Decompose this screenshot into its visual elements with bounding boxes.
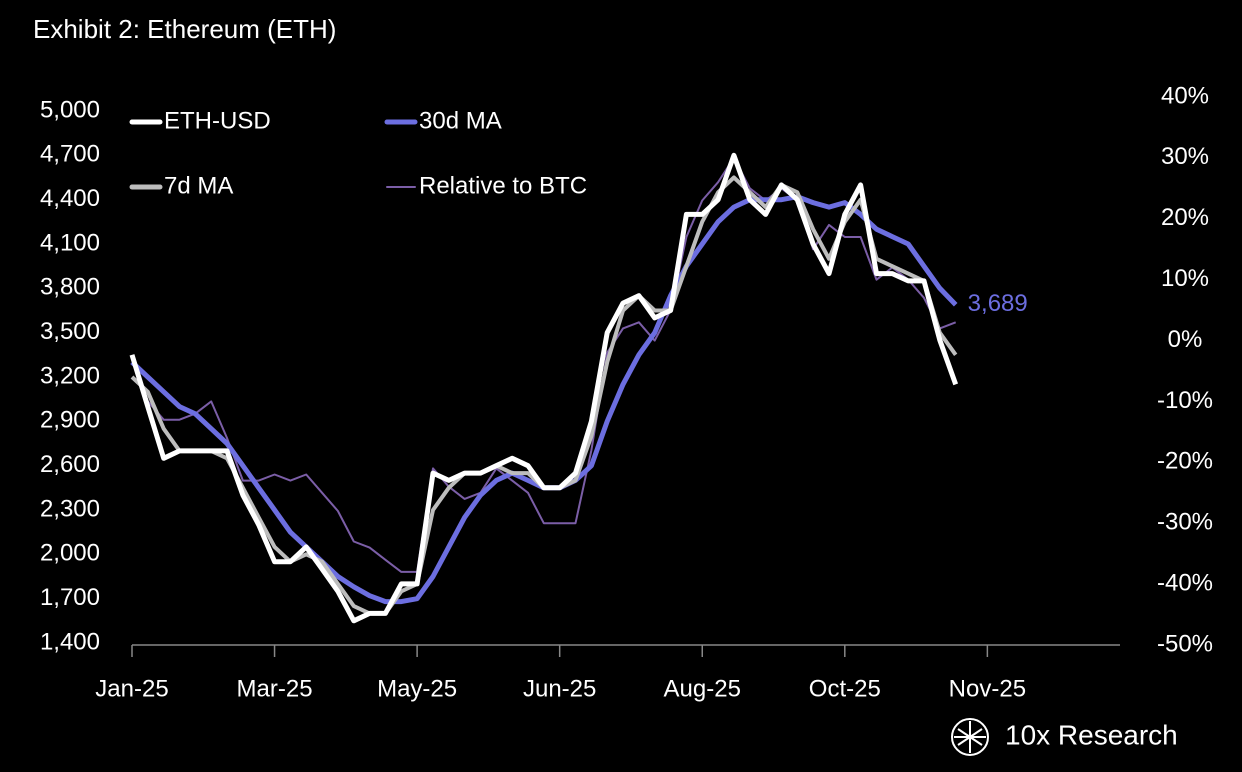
y2-tick-label: -10%: [1157, 387, 1213, 414]
source: 10x Research: [1005, 719, 1178, 750]
y-tick-label: 1,400: [40, 628, 100, 655]
y2-tick-label: 10%: [1161, 265, 1209, 292]
y-tick-label: 5,000: [40, 96, 100, 123]
y2-tick-label: 40%: [1161, 82, 1209, 109]
y2-tick-label: 0%: [1168, 326, 1203, 353]
y2-tick-label: -20%: [1157, 448, 1213, 475]
y-tick-label: 4,700: [40, 141, 100, 168]
annotation: 3,689: [968, 290, 1028, 317]
x-tick-label: Jun-25: [523, 675, 596, 702]
series-line: [129, 152, 959, 624]
legend-label: 30d MA: [419, 107, 502, 134]
y2-tick-label: 20%: [1161, 204, 1209, 231]
y2-tick-label: -50%: [1157, 630, 1213, 657]
x-tick-label: Aug-25: [664, 675, 741, 702]
x-tick-label: Jan-25: [95, 675, 168, 702]
y-tick-label: 2,900: [40, 407, 100, 434]
y-tick-label: 4,100: [40, 229, 100, 256]
y-tick-label: 3,800: [40, 274, 100, 301]
y-tick-label: 2,300: [40, 495, 100, 522]
x-tick-label: Nov-25: [949, 675, 1026, 702]
legend-label: 7d MA: [164, 172, 233, 199]
x-tick-label: May-25: [377, 675, 457, 702]
y2-tick-label: -30%: [1157, 509, 1213, 536]
y-tick-label: 1,700: [40, 584, 100, 611]
y-tick-label: 4,400: [40, 185, 100, 212]
y-tick-label: 2,600: [40, 451, 100, 478]
y-tick-label: 2,000: [40, 540, 100, 567]
y2-tick-label: 30%: [1161, 143, 1209, 170]
chart-title: Exhibit 2: Ethereum (ETH): [33, 14, 336, 44]
legend-label: Relative to BTC: [419, 172, 587, 199]
legend-label: ETH-USD: [164, 107, 271, 134]
y-tick-label: 3,500: [40, 318, 100, 345]
x-tick-label: Oct-25: [809, 675, 881, 702]
y2-tick-label: -40%: [1157, 569, 1213, 596]
y-tick-label: 3,200: [40, 362, 100, 389]
x-tick-label: Mar-25: [237, 675, 313, 702]
logo: [951, 718, 989, 756]
